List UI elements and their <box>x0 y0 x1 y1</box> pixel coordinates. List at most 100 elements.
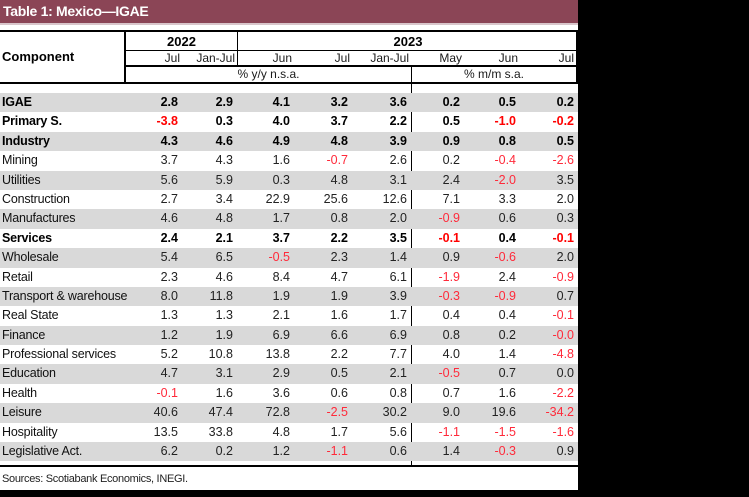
cell-value: 4.6 <box>215 269 233 284</box>
cell-value: 3.7 <box>330 114 348 129</box>
row-label: Construction <box>2 191 70 206</box>
cell-value: 40.6 <box>153 405 178 420</box>
cell-value: 4.6 <box>160 211 178 226</box>
cell-value: 0.6 <box>389 444 407 459</box>
bottom-rule <box>0 465 578 467</box>
col-2022-jan-jul: Jan-Jul <box>196 51 235 65</box>
cell-value: 2.4 <box>498 269 516 284</box>
cell-value: 6.9 <box>272 327 290 342</box>
cell-value: 4.8 <box>330 172 348 187</box>
cell-value: 2.0 <box>556 191 574 206</box>
table-row: Industry 4.3 4.6 4.9 4.8 3.9 0.9 0.8 0.5 <box>0 131 578 152</box>
cell-value: 4.7 <box>330 269 348 284</box>
cell-value: 2.3 <box>330 250 348 265</box>
cell-value: 4.8 <box>215 211 233 226</box>
row-label: Health <box>2 385 37 400</box>
cell-value: 2.6 <box>389 153 407 168</box>
cell-value: 1.7 <box>272 211 290 226</box>
row-label: Wholesale <box>2 250 59 265</box>
cell-value: 6.6 <box>330 327 348 342</box>
cell-value: 13.5 <box>153 424 178 439</box>
month-row-rule <box>124 65 578 67</box>
cell-value: 1.6 <box>330 308 348 323</box>
row-label: Industry <box>2 133 50 148</box>
cell-value: -2.0 <box>494 172 516 187</box>
table-title: Table 1: Mexico—IGAE <box>0 0 578 23</box>
sources-note: Sources: Scotiabank Economics, INEGI. <box>2 473 188 485</box>
cell-value: -1.1 <box>438 424 460 439</box>
row-label: Primary S. <box>2 114 62 129</box>
unit-divider <box>411 66 412 82</box>
cell-value: 3.5 <box>556 172 574 187</box>
table-row: Primary S. -3.8 0.3 4.0 3.7 2.2 0.5 -1.0 -0.2 <box>0 112 578 131</box>
cell-value: 4.3 <box>215 153 233 168</box>
cell-value: 1.3 <box>160 308 178 323</box>
cell-value: -0.9 <box>552 269 574 284</box>
cell-value: 3.6 <box>272 385 290 400</box>
cell-value: 3.6 <box>389 95 407 109</box>
cell-value: 4.0 <box>442 347 460 362</box>
cell-value: 72.8 <box>265 405 290 420</box>
cell-value: 0.9 <box>556 444 574 459</box>
cell-value: 2.4 <box>442 172 460 187</box>
cell-value: 0.2 <box>498 327 516 342</box>
row-label: Education <box>2 366 56 381</box>
cell-value: 0.7 <box>556 288 574 303</box>
cell-value: 4.1 <box>272 95 290 109</box>
cell-value: 7.7 <box>389 347 407 362</box>
table-row: Mining 3.7 4.3 1.6 -0.7 2.6 0.2 -0.4 -2.6 <box>0 151 578 170</box>
cell-value: 2.0 <box>556 250 574 265</box>
cell-value: 6.9 <box>389 327 407 342</box>
table-row: Leisure 40.6 47.4 72.8 -2.5 30.2 9.0 19.6 -34.2 <box>0 403 578 423</box>
table-row: Manufactures 4.6 4.8 1.7 0.8 2.0 -0.9 0.6 0.3 <box>0 209 578 229</box>
cell-value: -0.5 <box>438 366 460 381</box>
col-2022-jul: Jul <box>164 51 180 65</box>
header-divider <box>124 32 126 82</box>
row-label: Retail <box>2 269 33 284</box>
cell-value: -0.5 <box>268 250 290 265</box>
cell-value: -0.7 <box>326 153 348 168</box>
cell-value: 13.8 <box>265 347 290 362</box>
cell-value: 25.6 <box>323 191 348 206</box>
cell-value: 0.6 <box>330 385 348 400</box>
header-right-border <box>576 32 578 82</box>
unit-yy: % y/y n.s.a. <box>237 67 300 81</box>
cell-value: 0.6 <box>498 211 516 226</box>
cell-value: -3.8 <box>156 114 178 129</box>
cell-value: 5.4 <box>160 250 178 265</box>
cell-value: -0.9 <box>438 211 460 226</box>
cell-value: 2.8 <box>160 95 178 109</box>
cell-value: -0.9 <box>494 288 516 303</box>
cell-value: 33.8 <box>208 424 233 439</box>
cell-value: 2.2 <box>389 114 407 129</box>
cell-value: 1.4 <box>389 250 407 265</box>
row-label: Leisure <box>2 405 42 420</box>
cell-value: 8.4 <box>272 269 290 284</box>
cell-value: -1.5 <box>494 424 516 439</box>
row-label: Manufactures <box>2 211 76 226</box>
cell-value: 0.5 <box>498 95 516 109</box>
cell-value: 2.0 <box>389 211 407 226</box>
year-2022: 2022 <box>167 34 196 49</box>
col-2023-jan-jul: Jan-Jul <box>370 51 409 65</box>
cell-value: -1.9 <box>438 269 460 284</box>
table-row: Services 2.4 2.1 3.7 2.2 3.5 -0.1 0.4 -0.1 <box>0 229 578 248</box>
row-label: Services <box>2 230 52 245</box>
cell-value: 1.4 <box>498 347 516 362</box>
cell-value: 2.1 <box>272 308 290 323</box>
table-row: Legislative Act. 6.2 0.2 1.2 -1.1 0.6 1.4 -0.3 0… <box>0 442 578 462</box>
cell-value: 6.2 <box>160 444 178 459</box>
cell-value: 3.2 <box>330 95 348 109</box>
table-header: Component 2022 2023 Jul Jan-Jul Jun Jul … <box>0 30 578 84</box>
cell-value: -2.2 <box>552 385 574 400</box>
cell-value: 0.3 <box>215 114 233 129</box>
cell-value: 19.6 <box>491 405 516 420</box>
col-2023-jun-mm: Jun <box>498 51 518 65</box>
row-label: Professional services <box>2 347 116 362</box>
cell-value: 22.9 <box>265 191 290 206</box>
year-2023: 2023 <box>393 34 423 49</box>
cell-value: 4.8 <box>272 424 290 439</box>
cell-value: 3.9 <box>389 288 407 303</box>
cell-value: 5.6 <box>160 172 178 187</box>
cell-value: 3.7 <box>272 230 290 245</box>
